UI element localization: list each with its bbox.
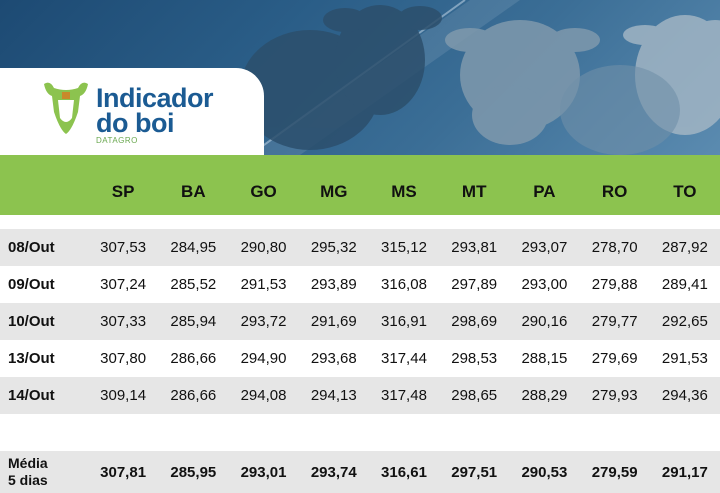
table-cell: 294,13 [310,387,357,404]
average-row: Média 5 dias 307,81 285,95 293,01 293,74… [0,451,720,493]
table-cell: 298,53 [451,350,498,367]
column-header: PA [533,182,556,201]
logo-title-line1: Indicador [96,83,214,113]
row-date: 09/Out [8,276,55,293]
table-cell: 279,93 [591,387,638,404]
logo-title-line2: do boi [96,108,174,138]
table-cell: 290,80 [240,239,287,256]
average-cell: 293,01 [240,463,287,481]
table-cell: 294,08 [240,387,287,404]
table-cell: 293,89 [310,276,357,293]
average-cell: 297,51 [451,463,498,481]
logo-card [0,68,264,155]
table-cell: 293,81 [451,239,498,256]
average-cell: 293,74 [310,463,357,481]
table-cell: 285,94 [170,313,217,330]
table-cell: 279,69 [591,350,638,367]
column-header: RO [601,182,628,201]
table-cell: 286,66 [170,387,217,404]
table-cell: 288,15 [521,350,568,367]
table-cell: 290,16 [521,313,568,330]
average-label-line2: 5 dias [8,472,48,488]
table-cell: 317,48 [381,387,427,404]
average-cell: 291,17 [661,463,708,481]
table-cell: 293,07 [521,239,568,256]
table-cell: 315,12 [381,239,427,256]
table-cell: 287,92 [661,239,708,256]
table-cell: 286,66 [170,350,217,367]
table-cell: 298,65 [451,387,498,404]
table-cell: 292,65 [661,313,708,330]
table-row: 10/Out 307,33 285,94 293,72 291,69 316,9… [0,303,720,340]
price-table: SP BA GO MG MS MT PA RO TO 08/Out 307,53… [0,155,720,493]
table-cell: 297,89 [451,276,498,293]
table-cell: 317,44 [381,350,427,367]
table-cell: 307,24 [100,276,147,293]
row-date: 14/Out [8,387,55,404]
table-cell: 278,70 [591,239,638,256]
cattle-silhouettes [240,0,720,155]
table-cell: 285,52 [170,276,217,293]
table-cell: 284,95 [170,239,217,256]
table-cell: 293,68 [310,350,357,367]
header-corner [0,155,88,229]
column-header: MT [461,182,487,201]
column-header: MS [391,182,417,201]
logo-subtitle: DATAGRO [96,136,138,145]
table-cell: 309,14 [100,387,147,404]
spacer-row [0,414,720,451]
table-cell: 307,33 [100,313,147,330]
table-cell: 288,29 [521,387,568,404]
column-header: BA [181,182,206,201]
table-cell: 291,53 [240,276,287,293]
average-label-line1: Média [8,455,48,471]
table-row: 08/Out 307,53 284,95 290,80 295,32 315,1… [0,229,720,266]
average-label: Média 5 dias [0,451,88,493]
row-date: 08/Out [8,239,55,256]
table-row: 13/Out 307,80 286,66 294,90 293,68 317,4… [0,340,720,377]
table-cell: 295,32 [310,239,357,256]
column-header: SP [111,182,135,201]
table-cell: 293,72 [240,313,287,330]
average-cell: 285,95 [170,463,217,481]
logo-title: Indicador do boi [96,83,214,138]
table-cell: 291,53 [661,350,708,367]
table-cell: 294,36 [661,387,708,404]
table-cell: 298,69 [451,313,498,330]
table-row: 14/Out 309,14 286,66 294,08 294,13 317,4… [0,377,720,414]
table-cell: 293,00 [521,276,568,293]
row-date: 10/Out [8,313,55,330]
table-cell: 307,80 [100,350,147,367]
spacer-cell [0,414,720,451]
cattle-banner [0,0,720,155]
column-header: GO [250,182,277,201]
table-cell: 307,53 [100,239,147,256]
average-cell: 307,81 [100,463,147,481]
row-date: 13/Out [8,350,55,367]
table-cell: 316,91 [381,313,427,330]
table-cell: 279,77 [591,313,638,330]
table-row: 09/Out 307,24 285,52 291,53 293,89 316,0… [0,266,720,303]
table-cell: 279,88 [591,276,638,293]
table-cell: 291,69 [310,313,357,330]
column-header: MG [320,182,348,201]
average-cell: 290,53 [521,463,568,481]
table-header-row: SP BA GO MG MS MT PA RO TO [0,155,720,229]
table-cell: 316,08 [381,276,427,293]
table-cell: 289,41 [661,276,708,293]
header-band [0,155,720,215]
average-cell: 279,59 [591,463,638,481]
average-cell: 316,61 [381,463,427,481]
bull-head-icon [44,82,88,134]
column-header: TO [673,182,697,201]
table-cell: 294,90 [240,350,287,367]
